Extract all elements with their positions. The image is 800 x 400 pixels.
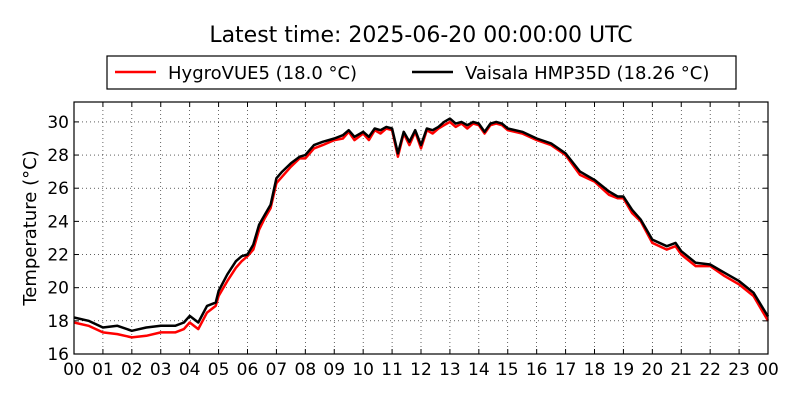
x-tick-label: 21 <box>670 360 692 380</box>
y-tick-label: 18 <box>47 312 69 332</box>
x-tick-label: 06 <box>237 360 259 380</box>
x-tick-label: 02 <box>121 360 143 380</box>
grid <box>74 102 768 354</box>
y-axis-label: Temperature (°C) <box>20 150 41 306</box>
x-tick-label: 13 <box>439 360 461 380</box>
x-tick-label: 01 <box>92 360 114 380</box>
x-tick-label: 09 <box>323 360 345 380</box>
x-tick-label: 19 <box>613 360 635 380</box>
x-tick-label: 00 <box>63 360 85 380</box>
y-tick-label: 26 <box>47 179 69 199</box>
y-tick-label: 30 <box>47 113 69 133</box>
x-tick-label: 17 <box>555 360 577 380</box>
x-tick-label: 16 <box>526 360 548 380</box>
x-tick-label: 07 <box>266 360 288 380</box>
x-tick-label: 10 <box>352 360 374 380</box>
y-tick-label: 16 <box>47 345 69 365</box>
x-tick-label: 00 <box>757 360 779 380</box>
y-tick-label: 28 <box>47 146 69 166</box>
x-tick-label: 20 <box>642 360 664 380</box>
plot-frame <box>73 101 769 355</box>
x-tick-label: 12 <box>410 360 432 380</box>
x-tick-label: 23 <box>728 360 750 380</box>
series-layer <box>73 117 770 339</box>
x-tick-label: 11 <box>381 360 403 380</box>
ticks: 00 01 02 03 04 05 06 07 08 09 10 11 12 13 14 15 16 17 18 19… <box>47 102 779 380</box>
legend-label-vaisala: Vaisala HMP35D (18.26 °C) <box>465 63 709 84</box>
y-tick-label: 22 <box>47 246 69 266</box>
legend: HygroVUE5 (18.0 °C) Vaisala HMP35D (18.2… <box>106 55 737 90</box>
x-tick-label: 04 <box>179 360 201 380</box>
chart-title: Latest time: 2025-06-20 00:00:00 UTC <box>209 23 632 48</box>
x-tick-label: 08 <box>295 360 317 380</box>
x-tick-label: 03 <box>150 360 172 380</box>
y-tick-label: 24 <box>47 212 69 232</box>
x-tick-label: 18 <box>584 360 606 380</box>
y-tick-label: 20 <box>47 279 69 299</box>
x-tick-label: 22 <box>699 360 721 380</box>
x-tick-label: 05 <box>208 360 230 380</box>
series-line-vaisala <box>73 117 770 333</box>
x-tick-label: 15 <box>497 360 519 380</box>
legend-label-hygrovue5: HygroVUE5 (18.0 °C) <box>168 63 357 84</box>
x-tick-label: 14 <box>468 360 490 380</box>
